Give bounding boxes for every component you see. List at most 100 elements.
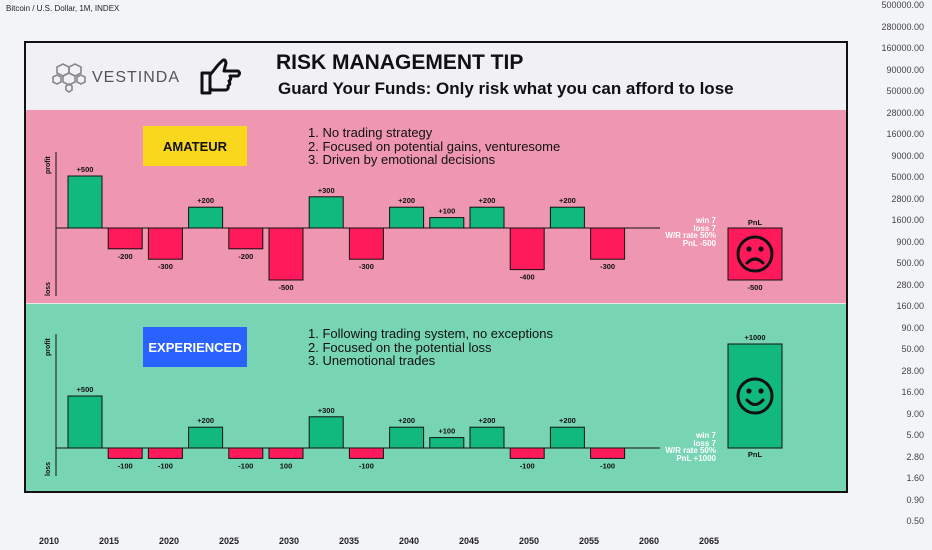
time-tick-label: 2065	[698, 536, 720, 546]
brand-logo: VESTINDA	[52, 63, 180, 93]
experienced-summary: win 7 loss 7 W/R rate 50% PnL +1000	[626, 432, 716, 462]
trade-value-label: +200	[479, 196, 496, 205]
trade-bar	[188, 426, 224, 449]
time-tick-label: 2050	[518, 536, 540, 546]
summary-line: W/R rate 50%	[665, 231, 716, 240]
time-tick-label: 2020	[158, 536, 180, 546]
trade-bar	[469, 206, 505, 229]
trade-bar	[389, 426, 425, 449]
trade-bar	[549, 426, 585, 449]
trade-value-label: +500	[77, 165, 94, 174]
trade-value-label: -100	[600, 461, 615, 470]
summary-line: W/R rate 50%	[665, 446, 716, 455]
trade-bar	[107, 447, 143, 459]
time-tick-label: 2010	[38, 536, 60, 546]
note-item: 2. Focused on the potential loss	[308, 339, 492, 355]
trade-bar	[308, 416, 344, 449]
summary-line: PnL +1000	[676, 453, 716, 463]
pnl-label: PnL	[748, 218, 763, 227]
trade-value-label: -400	[520, 273, 535, 282]
trade-bar	[389, 206, 425, 229]
trade-value-label: +300	[318, 186, 335, 195]
price-tick-label: 1600.00	[891, 215, 924, 225]
price-tick-label: 50000.00	[886, 86, 924, 96]
trade-bar	[228, 447, 264, 459]
summary-line: loss 7	[693, 438, 716, 448]
time-tick-label: 2055	[578, 536, 600, 546]
time-tick-label: 2045	[458, 536, 480, 546]
infographic-card: VESTINDA RISK MANAGEMENT TIP Guard Your …	[24, 41, 848, 493]
face-eye	[746, 246, 752, 252]
loss-axis-label: loss	[45, 282, 52, 296]
experienced-trades-chart: profit loss +500 -100 -100 +200 -100 100 +300 -10…	[45, 333, 783, 476]
trade-bar	[469, 426, 505, 449]
trade-bar	[268, 447, 304, 459]
price-tick-label: 160000.00	[881, 43, 924, 53]
trade-bar	[67, 175, 103, 229]
trade-bar	[549, 206, 585, 229]
face-outline	[736, 377, 774, 415]
trade-bar	[509, 447, 545, 459]
trade-value-label: -100	[158, 461, 173, 470]
pnl-bar	[727, 343, 783, 449]
face-eye	[746, 388, 752, 394]
trade-bar	[147, 447, 183, 459]
trade-value-label: +200	[479, 416, 496, 425]
trade-value-label: 100	[280, 461, 293, 470]
trade-value-label: +200	[197, 196, 214, 205]
happy-face-icon	[736, 377, 774, 415]
trade-bar	[147, 227, 183, 260]
trade-bar	[348, 227, 384, 260]
loss-axis-label: loss	[45, 462, 52, 476]
price-tick-label: 9000.00	[891, 150, 924, 161]
pnl-value-label: +1000	[744, 333, 765, 342]
price-tick-label: 2.80	[906, 451, 924, 462]
time-tick-label: 2025	[218, 536, 240, 546]
price-tick-label: 280.00	[896, 279, 924, 290]
price-tick-label: 16.00	[901, 387, 924, 397]
note-item: 1. Following trading system, no exceptio…	[308, 326, 553, 341]
trade-bar	[107, 227, 143, 250]
note-item: 2. Focused on potential gains, ventureso…	[308, 138, 561, 154]
price-tick-label: 280000.00	[881, 21, 924, 32]
summary-line: win 7	[695, 216, 716, 225]
experienced-notes: 1. Following trading system, no exceptio…	[308, 327, 553, 368]
face-mouth	[745, 398, 765, 406]
amateur-summary: win 7 loss 7 W/R rate 50% PnL -500	[626, 217, 716, 247]
summary-line: win 7	[695, 431, 716, 440]
price-tick-label: 90.00	[901, 322, 924, 333]
trade-value-label: -300	[158, 262, 173, 271]
trade-value-label: +200	[559, 416, 576, 425]
pnl-value-label: -500	[747, 283, 762, 292]
trade-value-label: -300	[359, 262, 374, 271]
vestinda-logo-icon	[52, 63, 86, 93]
price-tick-label: 5000.00	[891, 172, 924, 182]
trade-value-label: -200	[238, 252, 253, 261]
amateur-notes: 1. No trading strategy 2. Focused on pot…	[308, 126, 560, 167]
time-tick-label: 2035	[338, 536, 360, 546]
trade-bar	[308, 196, 344, 229]
time-tick-label: 2030	[278, 536, 300, 546]
time-tick-label: 2060	[638, 536, 660, 546]
trade-bar	[590, 227, 626, 260]
experienced-panel: EXPERIENCED 1. Following trading system,…	[26, 303, 846, 491]
price-tick-label: 2800.00	[891, 193, 924, 204]
price-axis[interactable]: 500000.00 280000.00 160000.00 90000.00 50000…	[846, 0, 932, 526]
price-tick-label: 9.00	[906, 408, 924, 419]
price-tick-label: 900.00	[896, 236, 924, 247]
note-item: 1. No trading strategy	[308, 125, 433, 140]
trade-value-label: +300	[318, 406, 335, 415]
trade-bar	[67, 395, 103, 449]
chart-symbol-title: Bitcoin / U.S. Dollar, 1M, INDEX	[6, 4, 120, 13]
trade-bar	[228, 227, 264, 250]
experienced-badge: EXPERIENCED	[143, 327, 247, 367]
profit-axis-label: profit	[45, 337, 52, 356]
time-axis[interactable]: 2010 2015 2020 2025 2030 2035 2040 2045 2050 2055…	[0, 530, 846, 550]
price-tick-label: 500000.00	[881, 0, 924, 10]
amateur-panel: AMATEUR 1. No trading strategy 2. Focuse…	[26, 110, 846, 303]
pnl-label: PnL	[748, 450, 763, 459]
face-outline	[736, 235, 774, 273]
face-eye	[758, 388, 764, 394]
note-item: 3. Driven by emotional decisions	[308, 152, 496, 167]
price-tick-label: 16000.00	[886, 129, 924, 139]
